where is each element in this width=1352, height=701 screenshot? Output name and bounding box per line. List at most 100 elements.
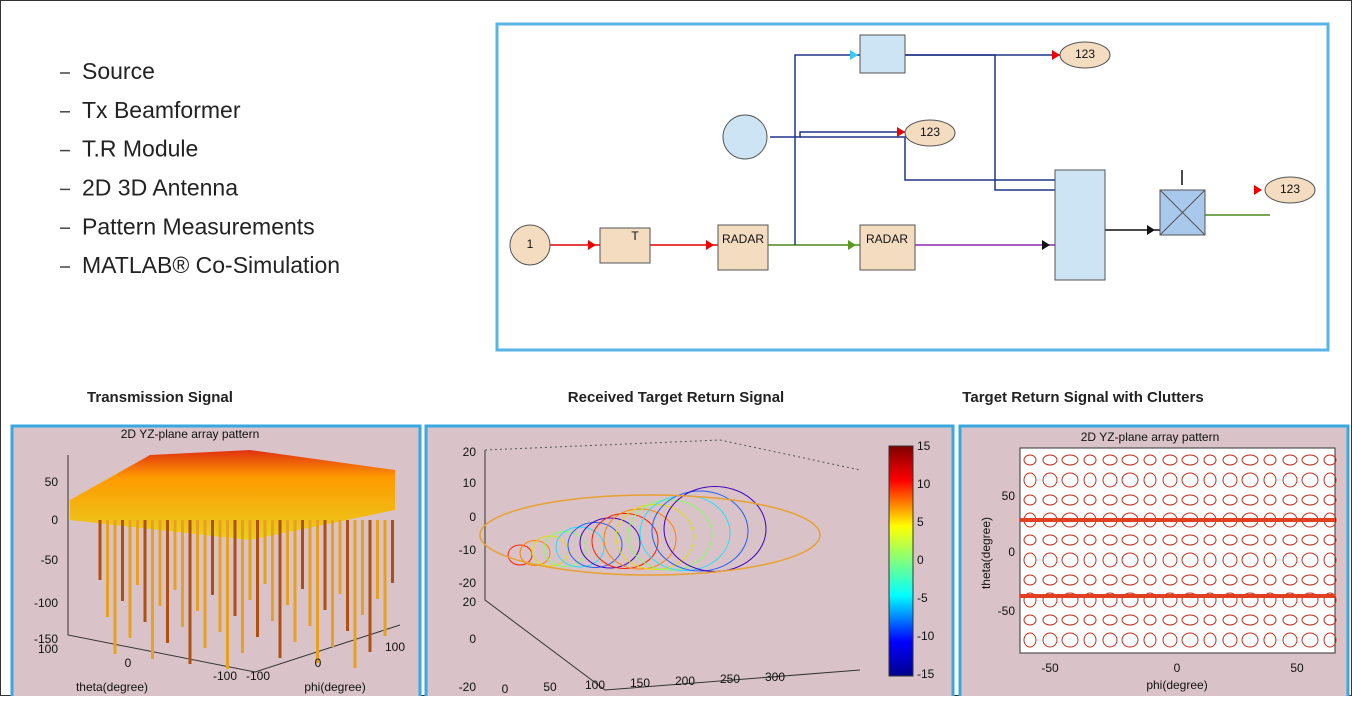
contour [1121,534,1139,546]
contour [1241,534,1259,546]
colorbar-tick: 0 [917,553,924,567]
source-label: 1 [527,237,534,251]
contour [1323,472,1337,488]
contour [1102,592,1118,608]
contour [1023,472,1037,488]
contour [1061,472,1079,488]
colorbar-tick: -10 [917,629,935,643]
contour [1263,552,1277,568]
radar-block [859,224,916,271]
contour [1222,494,1238,506]
tick-label: -20 [459,576,477,590]
wire [905,54,1055,191]
contour [1102,574,1118,586]
contour [1102,454,1118,466]
contour [1263,614,1277,626]
contour [1282,614,1298,626]
arrow [1052,50,1060,60]
wire [770,131,910,138]
contour [1143,614,1157,626]
bullet-item: 2D 3D Antenna [82,174,238,200]
contour [1121,472,1139,488]
contour [1061,632,1079,648]
colorbar-tick: 10 [917,477,931,491]
radar-block [717,224,769,271]
contour [1162,574,1178,586]
arrow [1147,225,1155,235]
phased-array-block [1054,169,1106,281]
contour [1042,552,1058,568]
contour-band [1020,518,1335,522]
contour [1083,472,1097,488]
contour [1061,494,1079,506]
contour [1181,494,1199,506]
bullet-item: T.R Module [82,136,198,162]
block-label: RADAR [866,232,908,246]
contour [1301,472,1319,488]
plot-area [1019,447,1336,654]
panel-frame [424,424,955,700]
contour [1042,454,1058,466]
block-label: RADAR [722,232,764,246]
contour [1083,534,1097,546]
colorbar-tick: -15 [917,667,935,681]
contour [1241,472,1259,488]
x-mark [1159,189,1206,236]
contour [1102,614,1118,626]
bullet-item: MATLAB® Co-Simulation [82,252,340,278]
contour [1222,632,1238,648]
lobe-ring [591,513,659,569]
contour [1023,552,1037,568]
tick-label: 50 [1002,489,1016,503]
tick-label: 100 [38,642,58,656]
lobe-ring [567,522,623,568]
contour [1241,494,1259,506]
tick-label: 300 [765,670,785,684]
axis-box [484,439,861,471]
colorbar-tick: 15 [917,439,931,453]
panel-title: Received Target Return Signal [568,389,784,406]
contour [1282,472,1298,488]
tick-label: -100 [34,596,58,610]
lobe-ring [555,526,605,568]
contour [1061,592,1079,608]
contour [1323,552,1337,568]
source-block [509,224,551,266]
contour [1181,472,1199,488]
contour [1282,574,1298,586]
contour [1203,454,1217,466]
tick-label: 20 [463,595,477,609]
contour [1061,574,1079,586]
tick-label: -50 [1041,661,1059,675]
contour [1203,632,1217,648]
lobe-ring [507,544,533,566]
colorbar-tick: 5 [917,515,924,529]
lobe-ring [603,508,677,570]
contour [1143,534,1157,546]
arrow [588,240,596,250]
contour [1102,552,1118,568]
contour [1023,494,1037,506]
contour [1241,454,1259,466]
contour [1241,592,1259,608]
contour [1263,472,1277,488]
arrow [897,127,905,137]
colorbar [888,445,914,677]
contour [1121,574,1139,586]
contour [1301,534,1319,546]
axis-title: phi(degree) [1146,678,1207,692]
contour [1323,592,1337,608]
contour [1241,632,1259,648]
contour [1061,552,1079,568]
contour [1042,592,1058,608]
contour [1023,454,1037,466]
contour [1162,614,1178,626]
contour [1143,454,1157,466]
contour [1042,614,1058,626]
surface [70,450,395,540]
contour [1121,552,1139,568]
contour [1061,614,1079,626]
contour [1263,534,1277,546]
axis-title: theta(degree) [76,680,148,694]
